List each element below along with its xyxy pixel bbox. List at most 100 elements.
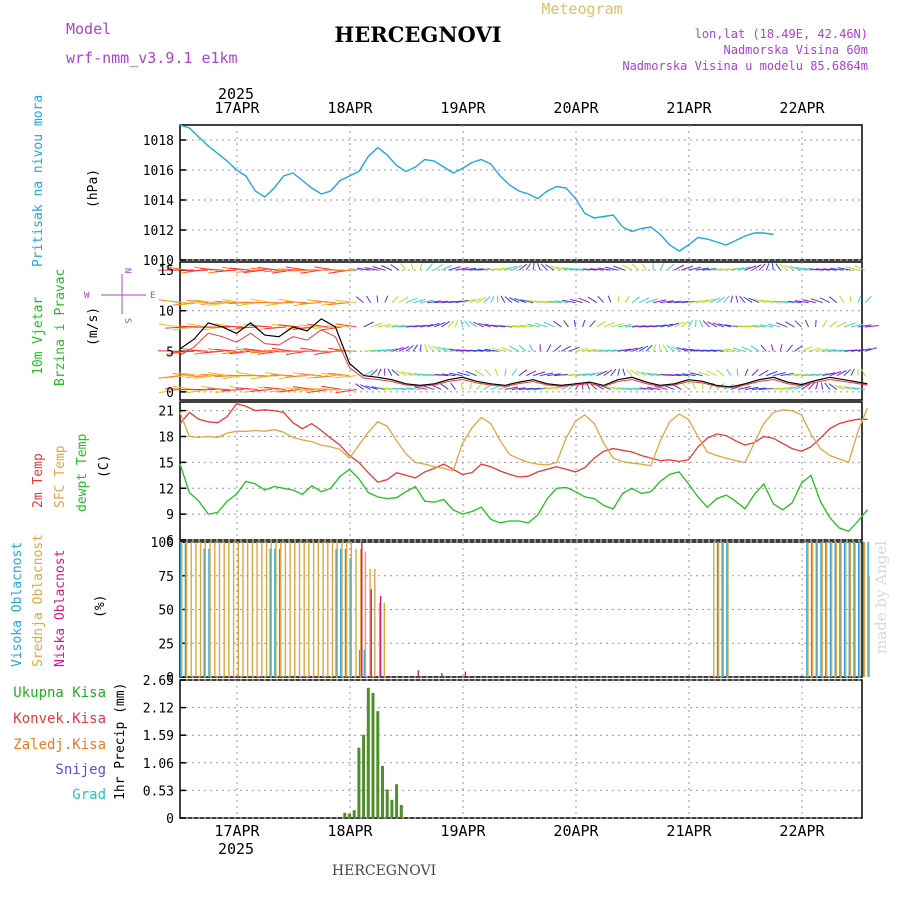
wind-arrow	[688, 319, 693, 328]
wind-arrow	[460, 382, 463, 390]
wind-arrow	[824, 382, 831, 390]
cloud-bar	[835, 542, 837, 677]
wind-arrow	[562, 267, 576, 271]
wind-arrow	[355, 383, 364, 390]
grid-lines	[180, 125, 862, 819]
ytick-label: 1.59	[143, 729, 174, 744]
wind-arrow	[390, 264, 400, 271]
wind-arrow	[222, 375, 244, 380]
wind-arrow	[857, 324, 872, 328]
wind-arrow	[773, 372, 786, 377]
wind-arrow	[744, 386, 759, 390]
cloud-bar	[812, 542, 814, 677]
wind-arrow	[540, 263, 548, 271]
wind-arrow	[511, 368, 518, 376]
wind-arrow	[391, 295, 399, 303]
cloud-bar	[185, 542, 188, 677]
wind-arrow	[208, 302, 230, 306]
top-day-label: 18APR	[327, 99, 373, 117]
wind-arrow	[537, 263, 541, 271]
cloud-bar	[829, 542, 832, 677]
ytick-label: 5	[166, 345, 174, 360]
wind-arrow	[264, 349, 286, 352]
wind-arrow	[194, 375, 216, 379]
wind-arrow	[691, 382, 697, 390]
wind-arrow	[405, 325, 420, 328]
wind-arrow	[271, 269, 294, 274]
wind-arrow	[250, 267, 272, 271]
wind-arrow	[476, 382, 483, 390]
wind-arrow	[391, 347, 404, 352]
wind-arrow	[158, 375, 181, 379]
wind-arrow	[532, 263, 535, 271]
wind-arrow	[695, 349, 710, 352]
wind-arrow	[200, 268, 223, 271]
wind-arrow	[200, 302, 223, 305]
wind-arrow	[186, 375, 209, 378]
wind-arrow	[753, 298, 767, 304]
wind-arrow	[327, 372, 350, 377]
wind-arrow	[371, 386, 385, 390]
wind-arrow	[271, 374, 294, 377]
temp-line-0	[179, 402, 868, 483]
wind-arrow	[815, 373, 829, 377]
wind-arrow	[434, 373, 449, 377]
cloud-bar	[335, 548, 337, 678]
wind-arrow	[695, 267, 709, 271]
wind-arrow	[335, 323, 357, 328]
wind-arrow	[396, 370, 407, 377]
cloud-bar	[208, 548, 210, 678]
wind-arrow	[412, 298, 426, 304]
wind-arrow	[468, 320, 477, 328]
wind-arrow	[829, 371, 842, 377]
temp-unit: (C)	[97, 455, 112, 478]
wind-arrow	[735, 295, 739, 303]
wind-arrow	[843, 322, 856, 328]
wind-arrow	[420, 299, 434, 304]
wind-arrow	[364, 267, 378, 271]
cloud-bar	[298, 542, 301, 677]
pressure-label: Pritisak na nivou mora	[31, 95, 46, 267]
wind-arrow	[400, 263, 407, 271]
wind-arrow	[804, 319, 810, 328]
cloud-bar	[327, 542, 329, 677]
wind-arrow	[460, 319, 463, 328]
wind-arrow	[776, 322, 788, 328]
wind-arrow	[553, 344, 562, 352]
wind-arrow	[610, 323, 624, 328]
wind-arrow	[172, 302, 195, 306]
wind-arrow	[381, 265, 393, 271]
ytick-label: 1018	[143, 134, 174, 149]
wind-arrow	[707, 321, 717, 328]
cloud-bar	[868, 575, 870, 678]
wind-arrow	[625, 387, 640, 390]
wind-arrow	[780, 386, 794, 390]
wind-arrow	[545, 264, 555, 271]
wind-arrow	[681, 320, 689, 328]
wind-arrow	[300, 269, 322, 274]
wind-arrow	[173, 385, 195, 390]
wind-arrow	[681, 265, 693, 271]
wind-arrow	[214, 300, 237, 304]
wind-arrow	[533, 387, 547, 390]
wind-arrow	[228, 302, 251, 304]
wind-arrow	[455, 299, 469, 304]
wind-arrow	[795, 266, 809, 271]
wind-arrow	[765, 263, 770, 271]
wind-arrow	[278, 324, 301, 328]
cloud-bar	[722, 542, 724, 677]
ytick-label: 6	[166, 534, 174, 549]
cloud-bar	[815, 542, 817, 677]
cloud-bar	[370, 589, 372, 678]
precip-bar	[343, 812, 347, 818]
wind-arrow	[760, 299, 774, 304]
wind-arrow	[313, 326, 336, 329]
wind-arrow	[547, 373, 561, 377]
cloud-bar	[308, 542, 310, 677]
precip-bar	[385, 789, 389, 818]
wind-arrow	[457, 371, 470, 377]
cloud-unit: (%)	[93, 595, 108, 618]
cloud-bar	[355, 548, 357, 678]
wind-arrow	[407, 372, 421, 377]
cloud-bar	[270, 542, 272, 677]
